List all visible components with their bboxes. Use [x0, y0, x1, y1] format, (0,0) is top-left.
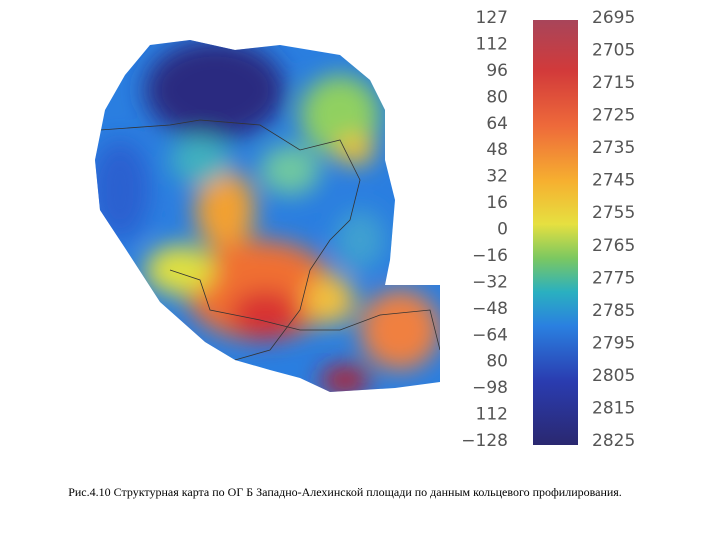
- left-scale-label: 48: [486, 140, 508, 160]
- left-scale-label: −16: [472, 246, 508, 266]
- right-scale-label: 2775: [592, 268, 635, 288]
- left-scale-label: −48: [472, 299, 508, 319]
- color-scale: [533, 20, 578, 445]
- left-scale-label: 112: [476, 405, 508, 425]
- right-scale-label: 2705: [592, 41, 635, 61]
- right-scale-label: 2785: [592, 301, 635, 321]
- structure-map: [95, 40, 440, 392]
- right-scale-label: 2725: [592, 106, 635, 126]
- left-scale-label: 0: [497, 220, 508, 240]
- left-scale-label: −98: [472, 378, 508, 398]
- left-scale-label: 16: [486, 193, 508, 213]
- left-scale-label: 112: [476, 34, 508, 54]
- right-scale-label: 2745: [592, 171, 635, 191]
- left-scale-label: −32: [472, 272, 508, 292]
- left-scale-label: 32: [486, 167, 508, 187]
- left-scale-label: −128: [461, 431, 508, 451]
- left-scale-label: 64: [486, 114, 508, 134]
- right-scale-label: 2695: [592, 8, 635, 28]
- left-scale-label: 80: [486, 352, 508, 372]
- left-scale-label: 127: [476, 8, 508, 28]
- right-scale-label: 2795: [592, 333, 635, 353]
- left-scale-label: 80: [486, 87, 508, 107]
- right-scale-label: 2765: [592, 236, 635, 256]
- right-scale-label: 2735: [592, 138, 635, 158]
- left-scale-label: 96: [486, 61, 508, 81]
- left-scale-label: −64: [472, 325, 508, 345]
- right-scale-label: 2755: [592, 203, 635, 223]
- caption: Рис.4.10 Структурная карта по ОГ Б Запад…: [68, 485, 622, 499]
- right-scale-label: 2815: [592, 398, 635, 418]
- right-scale-label: 2825: [592, 431, 635, 451]
- right-scale-label: 2805: [592, 366, 635, 386]
- right-scale-label: 2715: [592, 73, 635, 93]
